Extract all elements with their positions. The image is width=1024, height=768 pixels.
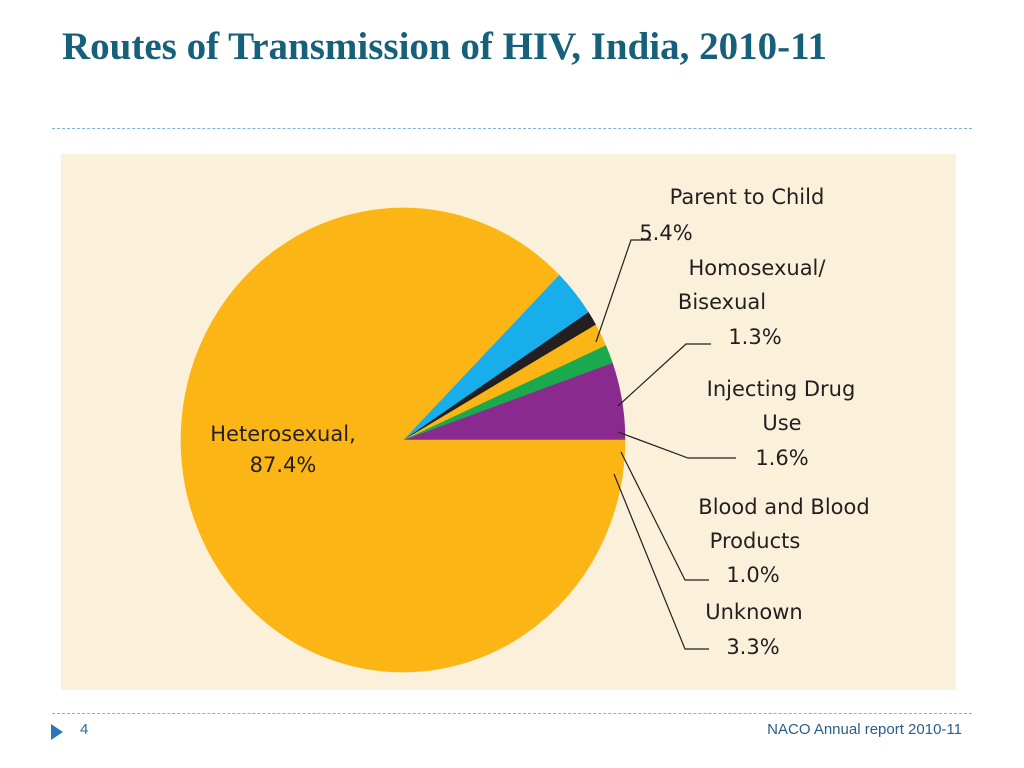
slice-label-injecting-drug-use: Injecting Drug (707, 377, 856, 401)
slice-value-heterosexual: 87.4% (250, 453, 317, 477)
slice-value-homosexual-bisexual: 1.3% (728, 325, 781, 349)
pie-chart: Parent to Child 5.4% Homosexual/Bisexual 1.… (180, 185, 870, 673)
slide-title: Routes of Transmission of HIV, India, 20… (62, 25, 827, 68)
pie-slice-heterosexual (180, 207, 626, 673)
slice-label-blood-and-blood-products: Blood and Blood (698, 495, 869, 519)
slice-value-injecting-drug-use: 1.6% (755, 446, 808, 470)
footer-divider (52, 713, 972, 714)
source-note: NACO Annual report 2010-11 (767, 721, 962, 738)
leader-line-homosexual-bisexual (617, 343, 711, 407)
slice-value-blood-and-blood-products: 1.0% (726, 563, 779, 587)
slice-label-homosexual-bisexual: Homosexual/ (689, 256, 827, 280)
slice-label-blood-and-blood-products: Products (710, 529, 801, 553)
slice-value-parent-to-child: 5.4% (639, 221, 692, 245)
leader-line-blood-and-blood-products (620, 451, 709, 581)
slice-label-homosexual-bisexual: Bisexual (678, 290, 766, 314)
title-divider (52, 128, 972, 129)
slice-label-parent-to-child: Parent to Child (670, 185, 825, 209)
chart-panel: Parent to Child 5.4% Homosexual/Bisexual 1.… (61, 154, 956, 690)
leader-line-injecting-drug-use (617, 431, 736, 459)
slice-label-unknown: Unknown (705, 600, 802, 624)
slice-value-unknown: 3.3% (726, 635, 779, 659)
leader-line-unknown (613, 473, 709, 650)
leader-line-parent-to-child (595, 239, 651, 343)
page-marker-icon (51, 724, 63, 740)
slice-label-heterosexual: Heterosexual, (210, 422, 356, 446)
page-number: 4 (80, 721, 89, 738)
slice-label-injecting-drug-use: Use (762, 411, 801, 435)
